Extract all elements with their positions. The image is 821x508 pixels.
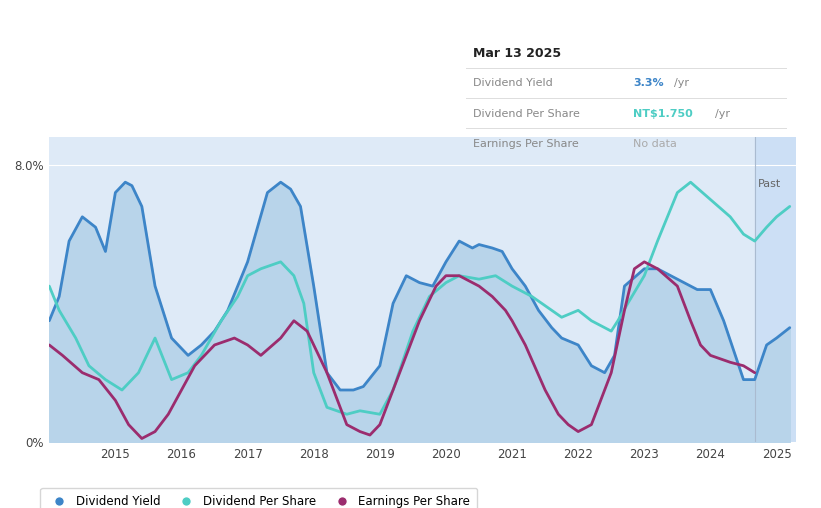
Text: Dividend Per Share: Dividend Per Share bbox=[473, 109, 580, 119]
Text: Past: Past bbox=[758, 179, 782, 189]
Bar bbox=[754, 137, 796, 442]
Text: 3.3%: 3.3% bbox=[633, 78, 663, 88]
Text: Mar 13 2025: Mar 13 2025 bbox=[473, 47, 561, 60]
Text: /yr: /yr bbox=[714, 109, 730, 119]
Text: Earnings Per Share: Earnings Per Share bbox=[473, 140, 579, 149]
Legend: Dividend Yield, Dividend Per Share, Earnings Per Share: Dividend Yield, Dividend Per Share, Earn… bbox=[40, 488, 477, 508]
Text: Dividend Yield: Dividend Yield bbox=[473, 78, 553, 88]
Text: NT$1.750: NT$1.750 bbox=[633, 109, 693, 119]
Text: /yr: /yr bbox=[674, 78, 689, 88]
Text: No data: No data bbox=[633, 140, 677, 149]
